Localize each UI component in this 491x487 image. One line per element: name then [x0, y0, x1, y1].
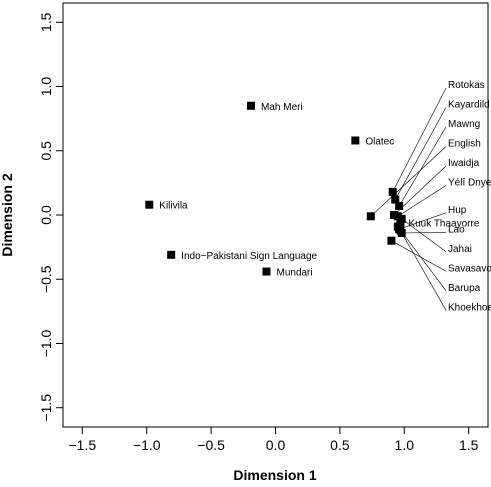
point-label: Olatec [365, 136, 394, 147]
point-label: Kayardild [448, 100, 490, 111]
leader-line [400, 230, 447, 311]
point-label: Kilivila [159, 201, 188, 212]
plot-frame [62, 2, 489, 428]
y-tick-label: −1.5 [38, 394, 54, 422]
leader-line [401, 232, 447, 234]
point-label: Khoekhoe [448, 302, 491, 313]
y-tick-label: 0.5 [38, 141, 54, 161]
x-tick-label: 0.0 [266, 437, 286, 453]
leader-line [398, 126, 447, 207]
data-point [366, 212, 375, 221]
x-tick-label: 1.0 [395, 437, 415, 453]
leader-line [397, 185, 447, 217]
x-tick-label: 1.5 [459, 437, 479, 453]
y-tick-label: −0.5 [38, 265, 54, 293]
y-axis: −1.5 −1.0 −0.5 0.0 0.5 1.0 1.5 [38, 12, 63, 422]
leader-line [395, 107, 447, 200]
y-tick-label: 1.0 [38, 77, 54, 97]
y-tick-label: 1.5 [38, 12, 54, 32]
point-label: Barupa [448, 283, 481, 294]
leader-line [401, 218, 447, 253]
leader-lines [370, 87, 447, 311]
x-axis: −1.5 −1.0 −0.5 0.0 0.5 1.0 1.5 [68, 427, 479, 453]
data-point [387, 236, 396, 245]
data-point [167, 250, 176, 259]
data-point [396, 226, 405, 235]
point-labels: Mah Meri Olatec Kilivila Indo−Pakistani Sig… [159, 80, 491, 313]
data-point [145, 200, 154, 209]
leader-line [370, 146, 447, 217]
leader-line [399, 212, 447, 230]
data-point [397, 214, 406, 223]
data-point [247, 101, 256, 110]
x-tick-label: −0.5 [197, 437, 225, 453]
leader-line [397, 226, 447, 291]
leader-line [391, 240, 447, 272]
leader-line [392, 87, 447, 193]
point-label: Rotokas [448, 80, 485, 91]
x-tick-label: −1.0 [133, 437, 161, 453]
point-label: Yélî Dnye [448, 178, 491, 189]
point-label: Savasavo [448, 263, 491, 274]
point-label: Jahai [448, 244, 472, 255]
y-tick-label: 0.0 [38, 205, 54, 225]
point-label: Hup [448, 205, 467, 216]
point-label: Indo−Pakistani Sign Language [181, 251, 317, 262]
data-points [145, 101, 406, 276]
data-point [351, 136, 360, 145]
y-axis-label: Dimension 2 [0, 173, 15, 256]
point-label: English [448, 139, 481, 150]
point-label: Mah Meri [261, 102, 303, 113]
point-label: Mundari [276, 268, 312, 279]
data-point [395, 202, 404, 211]
x-axis-label: Dimension 1 [233, 467, 316, 483]
x-tick-label: −1.5 [68, 437, 96, 453]
data-point [388, 187, 397, 196]
x-tick-label: 0.5 [330, 437, 350, 453]
y-tick-label: −1.0 [38, 329, 54, 357]
data-point [262, 267, 271, 276]
point-label: Iwaidja [448, 158, 480, 169]
data-point [391, 195, 400, 204]
point-label: Mawng [448, 119, 480, 130]
point-label: Lao [448, 224, 465, 235]
point-label: Kuuk Thaayorre [408, 219, 479, 230]
